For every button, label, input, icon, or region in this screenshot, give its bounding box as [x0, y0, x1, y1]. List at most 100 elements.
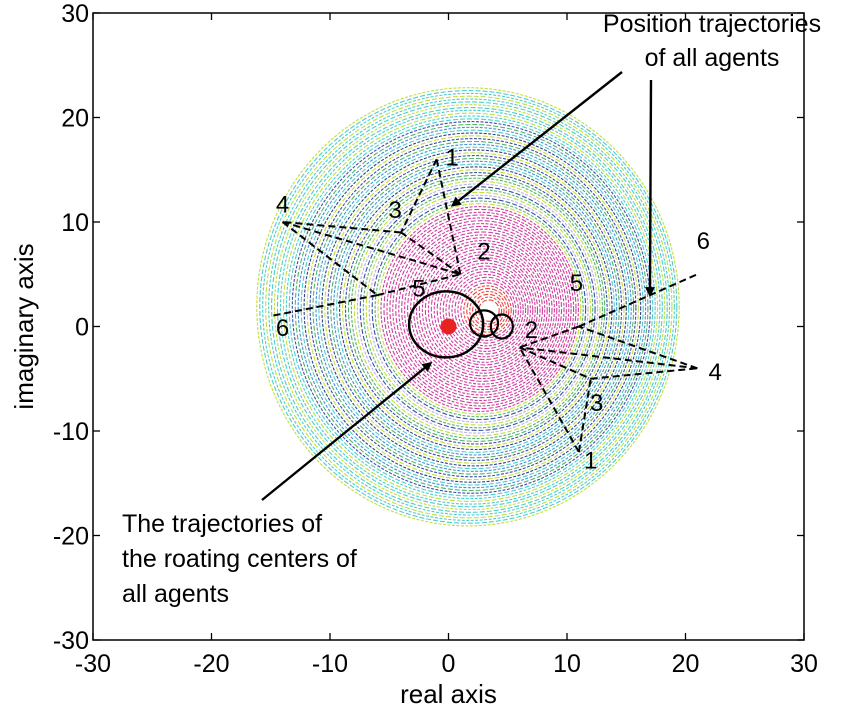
swirl-ring	[380, 206, 579, 412]
swirl-ring	[344, 172, 608, 445]
y-tick-label: 0	[75, 314, 89, 342]
axes	[92, 12, 805, 641]
swirl-ring	[300, 129, 644, 486]
annotation-arrow-3	[261, 361, 433, 501]
swirl-ring	[347, 174, 606, 442]
swirl-ring	[407, 231, 558, 388]
y-axis-title: imaginary axis	[9, 243, 39, 409]
swirl-ring	[342, 169, 611, 448]
swirl-ring	[324, 152, 625, 464]
swirl-ring	[454, 276, 519, 344]
swirl-ring	[309, 138, 637, 478]
y-tick-label: 10	[61, 209, 89, 237]
swirl-ring	[285, 115, 656, 500]
annotation-position-line: Position trajectories	[603, 10, 821, 38]
swirl-ring	[353, 180, 601, 437]
swirl-ring	[418, 242, 548, 377]
swirl-ring	[427, 251, 541, 369]
swirl-ring	[262, 92, 675, 521]
swirl-ring	[282, 112, 659, 502]
formation-edge-inner	[519, 346, 592, 380]
swirl-ring	[315, 143, 632, 472]
x-axis-title: real axis	[400, 679, 497, 709]
swirl-ring	[383, 208, 577, 410]
formation-edge-inner	[518, 346, 580, 453]
swirl-ring	[448, 271, 524, 350]
swirl-ring	[371, 197, 587, 421]
swirl-ring	[445, 268, 527, 352]
swirl-ring	[321, 149, 627, 467]
swirl-ring	[392, 217, 570, 402]
formation-edge-outer	[282, 221, 402, 234]
agent-label-inner: 5	[570, 270, 583, 297]
swirl-ring	[306, 135, 639, 481]
swirl-ring	[312, 140, 635, 475]
swirl-ring	[415, 240, 551, 380]
formation-edge-outer	[282, 221, 461, 276]
swirl-ring	[469, 290, 507, 331]
x-tick-label: 20	[672, 650, 700, 678]
x-tick-label: -30	[75, 650, 111, 678]
swirl-ring	[424, 248, 543, 371]
swirl-ring	[276, 107, 663, 508]
swirl-ring	[421, 245, 546, 374]
x-tick-label: 30	[790, 650, 818, 678]
swirl-ring	[365, 191, 591, 426]
swirl-ring	[433, 256, 536, 363]
swirl-ring	[377, 203, 582, 415]
formation-edge-outer	[400, 231, 461, 276]
swirl-ring	[350, 177, 603, 440]
swirl-ring	[374, 200, 584, 418]
swirl-ring	[279, 109, 661, 505]
agent-label-outer: 3	[388, 197, 401, 224]
swirl-ring	[472, 293, 505, 328]
center-loop-small-2	[489, 313, 514, 340]
annotation-arrow-2	[644, 79, 655, 298]
swirl-ring	[457, 279, 517, 341]
formation-edge-outer	[435, 159, 462, 275]
swirl-ring	[339, 166, 613, 451]
swirl-ring	[430, 254, 539, 366]
x-tick-label: 0	[442, 650, 456, 678]
annotation-arrow-1	[450, 71, 623, 207]
swirl-ring	[294, 123, 649, 492]
swirl-ring	[356, 183, 599, 434]
swirl-ring	[386, 211, 575, 407]
swirl-ring	[395, 220, 567, 399]
agent-label-outer: 2	[477, 239, 490, 266]
swirl-ring	[265, 95, 673, 519]
agent-label-outer: 4	[276, 192, 289, 219]
x-tick-label: -10	[312, 650, 348, 678]
rotating-center-trajectories	[407, 290, 514, 359]
y-tick-label: 20	[61, 105, 89, 133]
agent-label-inner: 2	[525, 317, 538, 344]
tick-labels: -30 -20 -10 0 10 20 30 30 20 10 0 -10 -20 -30 real axi…	[9, 0, 818, 709]
y-tick-label: -10	[53, 418, 89, 446]
swirl-ring	[410, 234, 555, 385]
swirl-ring	[303, 132, 642, 483]
swirl-ring	[404, 228, 560, 391]
swirl-ring	[436, 259, 534, 361]
center-loop-small	[468, 309, 500, 338]
agent-label-outer: 1	[445, 145, 458, 172]
annotation-centers-line: the roating centers of	[122, 545, 357, 573]
swirl-ring	[451, 273, 522, 347]
swirl-ring	[256, 87, 680, 527]
swirl-ring	[336, 163, 615, 453]
swirl-ring	[291, 121, 651, 494]
agent-label-inner: 4	[708, 359, 721, 386]
swirl-ring	[333, 160, 618, 456]
swirl-ring	[401, 225, 563, 393]
swirl-ring	[288, 118, 654, 497]
agent-label-outer: 6	[276, 315, 289, 342]
annotations: Position trajectories of all agents The tr…	[122, 10, 821, 608]
swirl-ring	[318, 146, 630, 470]
swirl-ring	[327, 155, 623, 461]
formation-edge-inner	[590, 367, 698, 380]
formation-edge-inner	[519, 346, 698, 370]
annotation-centers-line: The trajectories of	[122, 510, 322, 538]
formation-edge-outer	[400, 158, 438, 233]
agent-label-outer: 5	[412, 275, 425, 302]
swirl-ring	[362, 189, 594, 429]
